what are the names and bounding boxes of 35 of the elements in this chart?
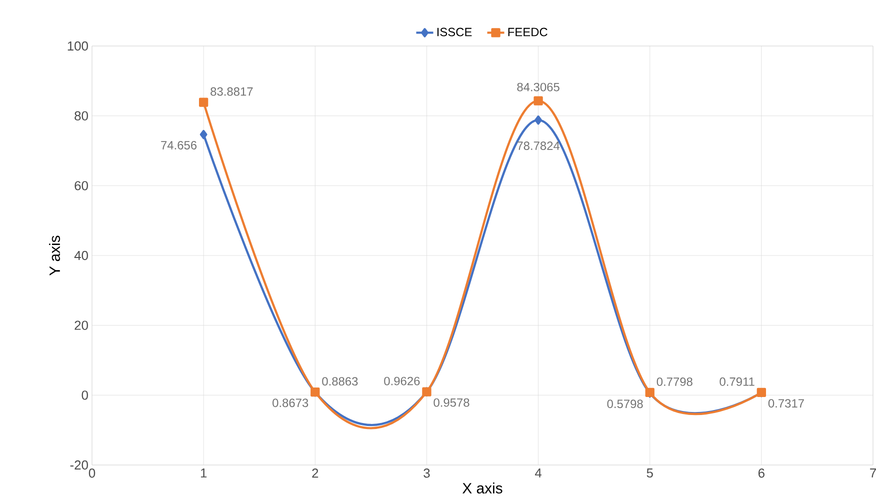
legend-label: FEEDC [508,28,548,36]
x-axis-title: X axis [462,482,502,494]
data-label: 83.8817 [210,87,253,96]
legend-label: ISSCE [437,28,472,36]
y-tick-label: -20 [70,460,88,470]
y-tick-label: 20 [74,320,88,330]
x-tick-label: 4 [534,468,542,478]
x-tick-label: 0 [88,468,96,478]
data-label: 0.7798 [656,377,692,386]
y-tick-label: 0 [82,390,88,400]
point [534,96,543,106]
y-tick-label: 40 [74,250,88,260]
x-tick-label: 7 [870,468,876,478]
x-tick-label: 2 [312,468,318,478]
point [198,98,208,107]
data-label: 0.9578 [434,398,470,407]
y-tick-label: 100 [68,41,88,51]
data-label: 0.7911 [720,377,754,386]
point [534,116,542,125]
data-label: 0.8673 [272,398,308,408]
data-label: 0.9626 [384,376,420,386]
data-label: 74.656 [161,141,197,150]
data-label: 0.8863 [322,377,358,386]
data-label: 84.3065 [517,82,560,92]
x-tick-label: 1 [200,468,207,478]
data-label: 78.7824 [517,142,560,150]
data-label: 0.7317 [768,399,804,408]
x-tick-label: 5 [646,468,653,478]
y-axis-title: Y axis [49,236,60,276]
y-tick-label: 80 [74,111,88,120]
point [200,130,208,140]
x-tick-label: 6 [758,468,764,478]
y-tick-label: 60 [74,181,88,190]
data-label: 0.5798 [607,400,643,408]
x-tick-label: 3 [424,468,430,478]
